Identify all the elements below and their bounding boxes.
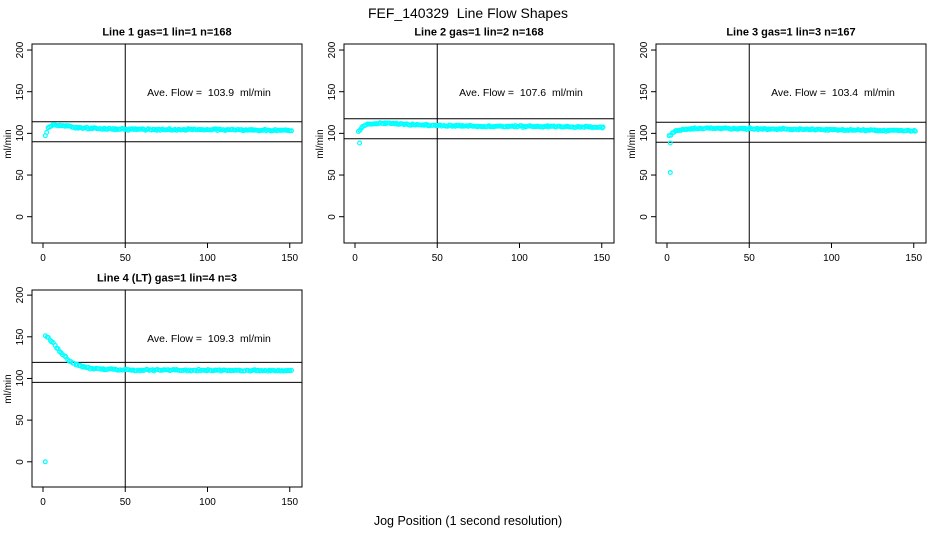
outlier-point xyxy=(667,170,673,176)
y-tick-label: 150 xyxy=(14,328,26,346)
data-point xyxy=(206,127,212,133)
panel-title: Line 1 gas=1 lin=1 n=168 xyxy=(102,26,232,39)
data-point xyxy=(151,127,157,133)
x-tick-label: 50 xyxy=(743,253,755,264)
ave-flow-label: Ave. Flow = 107.6 ml/min xyxy=(459,87,583,100)
y-tick-label: 50 xyxy=(14,169,26,181)
x-tick-label: 150 xyxy=(281,497,299,508)
y-tick-label: 200 xyxy=(14,286,26,304)
data-point xyxy=(44,129,50,135)
y-tick-label: 100 xyxy=(14,125,26,142)
data-point xyxy=(289,367,295,373)
data-point xyxy=(896,128,902,134)
x-tick-label: 50 xyxy=(119,497,131,508)
y-tick-label: 150 xyxy=(326,83,338,101)
data-point xyxy=(566,124,572,130)
y-tick-label: 0 xyxy=(326,213,338,220)
panel-plot-line-1 xyxy=(27,43,303,248)
y-axis-label: ml/min xyxy=(627,128,638,159)
data-series xyxy=(355,120,606,146)
plot-box xyxy=(31,289,303,488)
data-point xyxy=(126,126,132,132)
y-tick-label: 50 xyxy=(14,414,26,426)
data-point xyxy=(229,367,235,373)
y-tick-label: 100 xyxy=(326,125,338,142)
data-point xyxy=(289,128,295,134)
x-tick-label: 0 xyxy=(40,497,46,508)
plot-box xyxy=(31,43,303,244)
data-point xyxy=(260,368,266,374)
panel-title: Line 3 gas=1 lin=3 n=167 xyxy=(726,26,856,39)
data-series xyxy=(42,333,295,465)
outlier-point xyxy=(667,140,673,146)
data-point xyxy=(486,123,492,129)
x-tick-label: 50 xyxy=(119,253,131,264)
x-tick-label: 100 xyxy=(823,253,840,264)
x-tick-label: 0 xyxy=(352,253,358,264)
x-tick-label: 0 xyxy=(664,253,670,264)
data-point xyxy=(814,126,820,132)
y-tick-label: 50 xyxy=(638,169,650,181)
y-tick-label: 100 xyxy=(638,125,650,142)
data-point xyxy=(169,127,175,133)
ave-flow-label: Ave. Flow = 103.4 ml/min xyxy=(771,87,895,100)
y-tick-label: 0 xyxy=(14,459,26,465)
panel-title: Line 2 gas=1 lin=2 n=168 xyxy=(414,26,544,39)
data-point xyxy=(275,127,281,133)
x-tick-label: 100 xyxy=(511,253,528,264)
x-axis-label: Jog Position (1 second resolution) xyxy=(373,513,563,528)
data-point xyxy=(226,127,232,133)
y-tick-label: 200 xyxy=(326,41,338,59)
data-point xyxy=(600,124,606,130)
data-series xyxy=(42,122,295,139)
data-point xyxy=(720,125,726,131)
data-point xyxy=(114,367,120,373)
data-point xyxy=(754,125,760,131)
plot-box xyxy=(655,43,927,244)
data-series xyxy=(666,125,918,176)
y-axis-label: ml/min xyxy=(3,128,14,159)
plot-box xyxy=(343,43,615,244)
x-tick-label: 100 xyxy=(199,497,216,508)
x-tick-label: 150 xyxy=(281,253,299,264)
panel-plot-line-4 xyxy=(27,289,303,492)
x-tick-label: 150 xyxy=(593,253,611,264)
y-tick-label: 100 xyxy=(14,370,26,387)
panel-title: Line 4 (LT) gas=1 lin=4 n=3 xyxy=(96,272,238,285)
ave-flow-label: Ave. Flow = 103.9 ml/min xyxy=(147,87,271,100)
data-point xyxy=(889,127,895,133)
y-axis-label: ml/min xyxy=(315,128,326,159)
y-tick-label: 150 xyxy=(14,83,26,101)
y-axis-label: ml/min xyxy=(3,373,14,404)
data-point xyxy=(395,121,401,127)
x-tick-label: 0 xyxy=(40,253,46,264)
x-tick-label: 100 xyxy=(199,253,216,264)
figure-title: FEF_140329 Line Flow Shapes xyxy=(367,5,569,21)
outlier-point xyxy=(357,140,363,146)
data-point xyxy=(218,127,224,133)
y-tick-label: 150 xyxy=(638,83,650,101)
y-tick-label: 200 xyxy=(638,41,650,59)
y-tick-label: 200 xyxy=(14,41,26,59)
ave-flow-label: Ave. Flow = 109.3 ml/min xyxy=(147,332,271,345)
outlier-point xyxy=(42,459,48,465)
y-tick-label: 0 xyxy=(14,213,26,220)
data-point xyxy=(202,368,208,374)
panel-plot-line-2 xyxy=(339,43,615,248)
y-tick-label: 50 xyxy=(326,169,338,181)
y-tick-label: 0 xyxy=(638,213,650,220)
x-tick-label: 150 xyxy=(905,253,923,264)
x-tick-label: 50 xyxy=(431,253,443,264)
data-point xyxy=(912,128,918,134)
panel-plot-line-3 xyxy=(651,43,927,248)
data-point xyxy=(747,125,753,131)
